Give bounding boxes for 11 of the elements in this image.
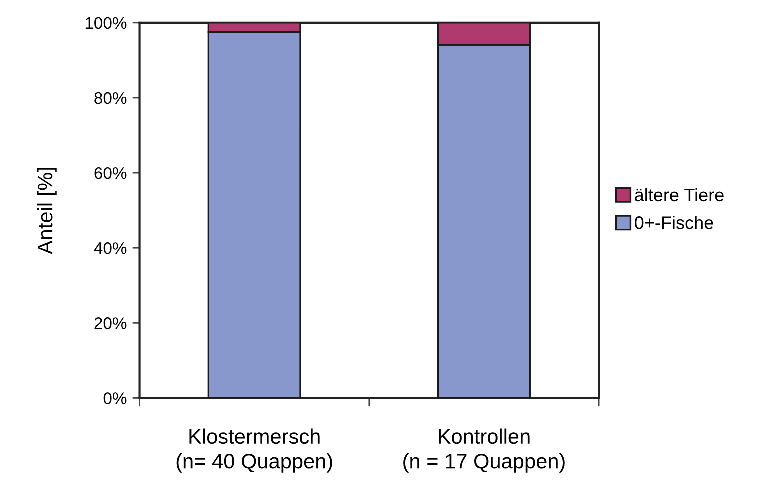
legend-label: ältere Tiere [635, 188, 724, 202]
legend-label: 0+-Fische [635, 216, 714, 230]
y-tick-label: 0% [104, 392, 127, 404]
y-tick-label: 80% [94, 92, 127, 104]
y-tick-label: 100% [86, 17, 127, 30]
y-tick-label: 20% [94, 318, 127, 330]
x-tick-label: Klostermersch (n= 40 Quappen) [176, 428, 332, 473]
x-tick-label: Kontrollen (n = 17 Quappen) [404, 428, 565, 473]
y-axis-title: Anteil [%] [37, 168, 57, 255]
y-tick-label: 60% [94, 167, 127, 180]
y-tick-label: 40% [94, 242, 127, 254]
